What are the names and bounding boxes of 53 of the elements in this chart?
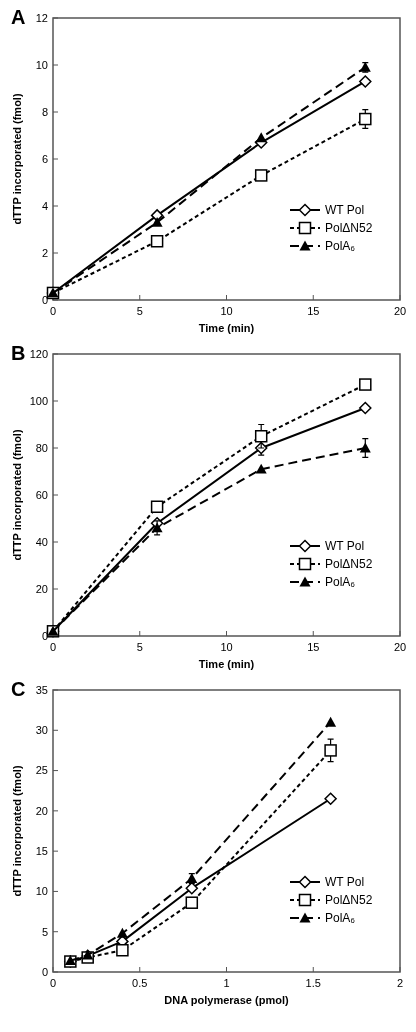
- legend-label: WT Pol: [325, 875, 365, 890]
- x-tick-label: 15: [307, 305, 320, 317]
- x-tick-label: 1.5: [305, 977, 321, 989]
- y-tick-label: 40: [35, 535, 48, 548]
- y-tick-label: 5: [41, 925, 48, 938]
- x-axis-title: Time (min): [198, 322, 255, 334]
- y-tick-label: 2: [41, 246, 48, 259]
- y-tick-label: 25: [35, 764, 48, 777]
- y-tick-label: 35: [35, 683, 48, 696]
- y-tick-label: 60: [35, 488, 48, 501]
- legend-label: PolA₆: [325, 239, 356, 254]
- y-axis-title: dTTP incorporated (fmol): [11, 429, 23, 561]
- y-tick-label: 0: [41, 965, 48, 978]
- x-tick-label: 0: [49, 977, 57, 989]
- y-tick-label: 12: [35, 11, 48, 24]
- x-axis-title: Time (min): [198, 658, 255, 670]
- legend-label: WT Pol: [325, 539, 365, 554]
- x-tick-label: 2: [396, 977, 404, 989]
- x-tick-label: 1: [223, 977, 230, 989]
- y-axis-title: dTTP incorporated (fmol): [11, 765, 23, 897]
- y-tick-label: 4: [41, 199, 48, 212]
- y-tick-label: 10: [35, 885, 48, 898]
- y-tick-label: 6: [41, 152, 48, 165]
- y-tick-label: 15: [35, 844, 48, 857]
- x-tick-label: 0: [49, 305, 57, 317]
- x-tick-label: 10: [220, 305, 233, 317]
- chart-title: B: [11, 342, 26, 364]
- x-tick-label: 20: [393, 641, 407, 653]
- legend-label: PolΔN52: [325, 221, 373, 236]
- chart-title: A: [11, 6, 26, 28]
- legend-label: WT Pol: [325, 203, 365, 218]
- y-tick-label: 8: [41, 105, 48, 118]
- x-tick-label: 5: [136, 305, 143, 317]
- legend-label: PolΔN52: [325, 893, 373, 908]
- y-axis-title: dTTP incorporated (fmol): [11, 93, 23, 225]
- x-tick-label: 0: [49, 641, 57, 653]
- y-tick-label: 20: [35, 804, 48, 817]
- y-tick-label: 20: [35, 582, 48, 595]
- chart-title: C: [11, 678, 26, 700]
- legend-label: PolΔN52: [325, 557, 373, 572]
- y-tick-label: 80: [35, 441, 48, 454]
- x-tick-label: 15: [307, 641, 320, 653]
- y-tick-label: 30: [35, 724, 48, 737]
- x-tick-label: 0.5: [132, 977, 148, 989]
- y-tick-label: 100: [29, 394, 48, 407]
- x-tick-label: 20: [393, 305, 407, 317]
- y-tick-label: 10: [35, 58, 48, 71]
- y-tick-label: 120: [29, 347, 48, 360]
- legend-label: PolA₆: [325, 575, 356, 590]
- legend-label: PolA₆: [325, 911, 356, 926]
- x-tick-label: 10: [220, 641, 233, 653]
- x-axis-title: DNA polymerase (pmol): [164, 994, 289, 1006]
- x-tick-label: 5: [136, 641, 143, 653]
